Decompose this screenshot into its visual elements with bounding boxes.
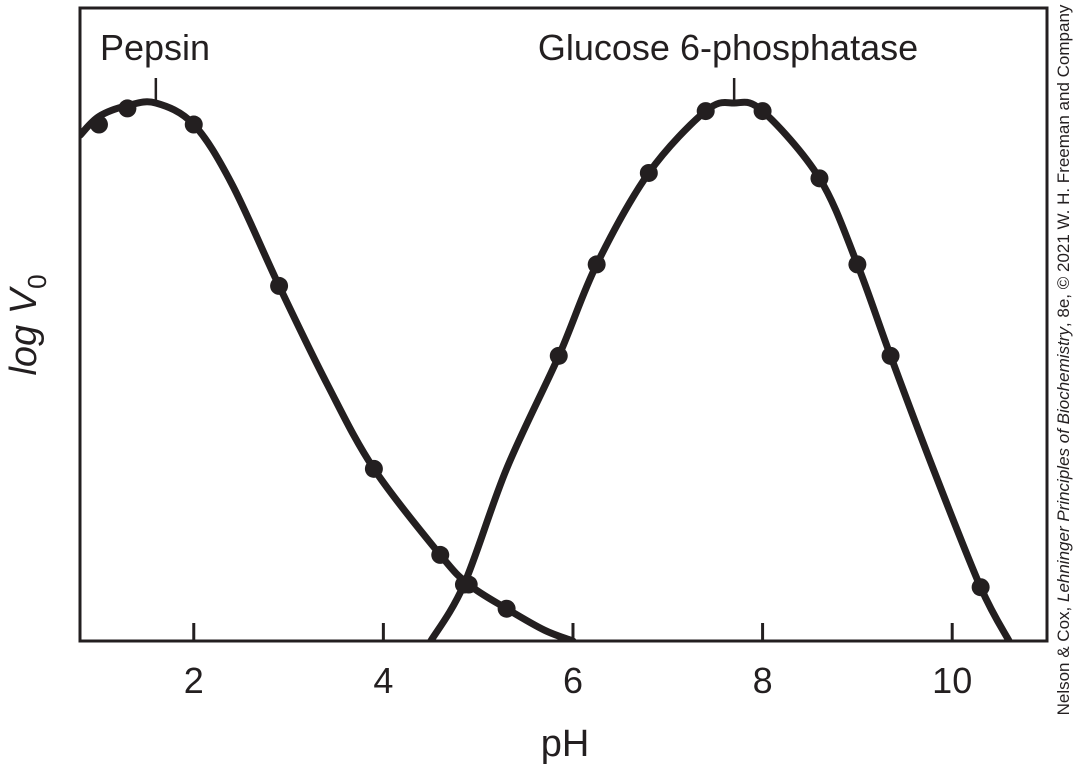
x-tick-label: 10	[932, 660, 972, 701]
data-point-pepsin	[270, 276, 289, 295]
credit-prefix: Nelson & Cox,	[1054, 602, 1073, 715]
credit-suffix: , 8e, © 2021 W. H. Freeman and Company	[1054, 4, 1073, 327]
data-point-pepsin	[431, 545, 450, 564]
series-label-pepsin: Pepsin	[100, 27, 210, 68]
data-point-pepsin	[184, 115, 203, 134]
data-point-pepsin	[118, 99, 137, 118]
series-pepsin	[80, 98, 577, 641]
credit-book-title: Lehninger Principles of Biochemistry	[1054, 326, 1073, 602]
series-glucose-6-phosphatase	[427, 98, 1013, 641]
data-point-glucose-6-phosphatase	[639, 163, 658, 182]
data-point-glucose-6-phosphatase	[810, 169, 829, 188]
y-axis-title-main: log V	[3, 285, 45, 375]
data-point-pepsin	[89, 115, 108, 134]
x-axis-title: pH	[541, 723, 590, 765]
data-point-glucose-6-phosphatase	[848, 255, 867, 274]
y-axis-title-subscript: 0	[22, 274, 52, 288]
x-tick-label: 8	[753, 660, 773, 701]
x-tick-label: 4	[373, 660, 393, 701]
series-line-glucose-6-phosphatase	[427, 98, 1013, 641]
y-axis-title: log V0	[3, 274, 52, 375]
data-point-glucose-6-phosphatase	[549, 346, 568, 365]
series-label-glucose-6-phosphatase: Glucose 6-phosphatase	[538, 27, 918, 68]
data-point-glucose-6-phosphatase	[753, 102, 772, 121]
data-point-glucose-6-phosphatase	[454, 575, 473, 594]
credit-line: Nelson & Cox, Lehninger Principles of Bi…	[1054, 4, 1073, 715]
data-point-glucose-6-phosphatase	[696, 102, 715, 121]
x-tick-label: 6	[563, 660, 583, 701]
data-point-pepsin	[497, 599, 516, 618]
x-tick-label: 2	[184, 660, 204, 701]
series-line-pepsin	[80, 98, 577, 641]
data-point-pepsin	[364, 459, 383, 478]
data-point-glucose-6-phosphatase	[971, 578, 990, 597]
data-point-glucose-6-phosphatase	[587, 255, 606, 274]
plot-frame	[78, 6, 1049, 643]
data-point-glucose-6-phosphatase	[881, 346, 900, 365]
